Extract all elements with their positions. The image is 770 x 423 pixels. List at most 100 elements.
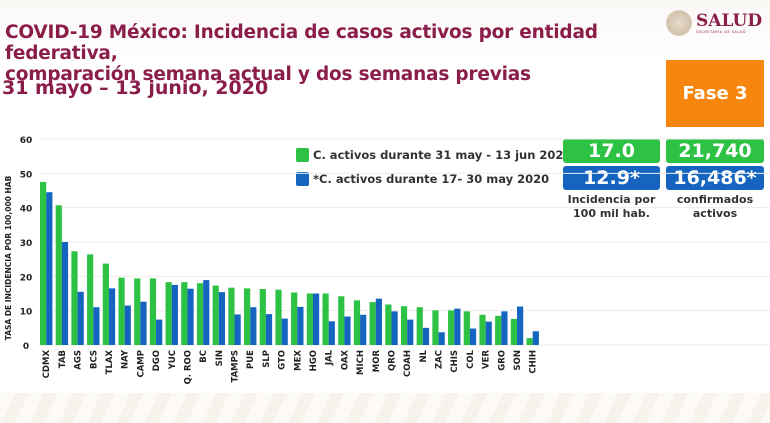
bar-current-hgo [306,293,313,345]
bar-previous-ags [77,291,84,345]
x-tick-label: TAB [58,350,68,368]
x-tick-label: Q. ROO [183,350,193,384]
bar-current-pue [244,288,251,345]
x-tick-label: AGS [74,350,84,370]
x-tick-label: BCS [89,350,99,369]
title-line-1: COVID-19 México: Incidencia de casos act… [5,22,598,64]
x-tick-label: JAL [325,349,335,366]
bar-previous-tab [61,242,69,345]
x-tick-label: PUE [246,350,256,369]
legend-swatch-current [296,148,309,162]
bar-current-bcs [87,254,94,345]
legend-item-current: C. activos durante 31 may - 13 jun 2020 [296,143,571,167]
bar-previous-sin [218,292,226,345]
bar-previous-mor [375,298,382,345]
x-tick-label: COAH [403,350,413,377]
bar-current-ags [71,251,78,345]
bar-previous-col [469,328,477,345]
active-caption-line-2: activos [692,207,738,220]
x-tick-label: COL [466,349,476,368]
y-tick-label: 10 [20,308,33,318]
x-tick-label: HGO [309,350,319,371]
x-tick-label: SIN [215,350,225,366]
y-tick-label: 0 [23,342,29,352]
x-tick-label: MICH [356,350,366,375]
page-title: COVID-19 México: Incidencia de casos act… [5,22,705,85]
legend-swatch-previous [296,172,309,186]
title-line-2: comparación semana actual y dos semanas … [5,64,531,85]
bar-previous-mex [297,306,304,345]
x-tick-label: CAMP [136,350,146,378]
x-tick-label: TLAX [105,350,115,375]
bar-previous-zac [438,332,445,345]
bar-current-cdmx [40,181,47,345]
bar-previous-oax [344,316,351,345]
x-tick-label: NAY [121,349,131,369]
active-caption-line-1: confirmados [676,193,754,206]
bar-previous-qro [391,311,398,345]
x-tick-label: BC [199,350,209,363]
bar-previous-tamps [234,314,241,345]
x-tick-label: CHIS [450,350,460,373]
bar-current-slp [259,289,266,345]
x-tick-label: SON [513,350,523,370]
salud-logo: SALUD SECRETARÍA DE SALUD [666,10,762,36]
bar-previous-gto [281,318,288,345]
legend-item-previous: *C. activos durante 17- 30 may 2020 [296,167,571,191]
incidence-caption-line-1: Incidencia por [567,193,656,206]
bar-previous-tlax [108,288,116,345]
incidence-caption-line-2: 100 mil hab. [573,207,650,220]
x-tick-label: GRO [497,350,507,371]
bar-current-coah [400,306,408,345]
chart-legend: C. activos durante 31 may - 13 jun 2020 … [296,143,571,191]
bar-previous-gro [501,311,508,345]
previous-active-value: 16,486* [666,166,764,190]
bar-previous-cdmx [46,192,53,345]
date-range: 31 mayo – 13 junio, 2020 [2,77,269,99]
y-tick-label: 20 [20,273,33,283]
bar-current-gto [275,289,282,345]
bar-current-ver [479,314,486,345]
previous-incidence-value: 12.9* [563,166,660,190]
bar-current-sin [212,285,219,345]
bar-current-tab [55,205,62,345]
x-tick-label: SLP [262,350,272,368]
bar-current-chih [526,338,533,345]
bar-previous-bc [203,280,210,345]
bar-current-mor [369,302,376,345]
bar-previous-chih [532,331,539,345]
y-tick-label: 30 [20,239,33,249]
x-tick-label: CHIH [529,350,539,374]
bar-current-dgo [149,278,157,345]
bar-previous-bcs [93,307,100,345]
x-tick-label: TAMPS [231,350,241,383]
y-tick-label: 40 [20,205,33,215]
x-tick-label: DGO [152,350,162,371]
bar-previous-slp [265,314,273,345]
bar-current-nl [416,307,423,345]
active-caption: confirmados activos [666,193,764,221]
bar-current-qro [385,304,392,345]
current-active-value: 21,740 [666,139,764,163]
bar-previous-mich [360,314,367,345]
current-incidence-value: 17.0 [563,139,660,163]
bar-previous-ver [485,321,492,345]
x-tick-label: VER [482,350,492,369]
bar-previous-jal [328,321,335,345]
bar-current-camp [134,278,141,345]
national-seal-icon [666,10,692,36]
y-axis-label: TASA DE INCIDENCIA POR 100,000 HAB [4,175,13,340]
x-tick-label: OAX [340,350,350,371]
bar-current-mich [353,300,361,345]
header-background [0,0,770,60]
bar-current-gro [495,315,502,345]
x-tick-label: YUC [168,350,178,370]
bar-current-tamps [228,287,235,345]
bars [40,181,539,345]
bar-current-col [463,311,470,345]
bar-previous-camp [140,301,147,345]
bar-current-oax [338,296,345,345]
bar-previous-nay [124,305,131,345]
bar-previous-son [517,306,524,345]
logo-subtext: SECRETARÍA DE SALUD [696,29,746,34]
